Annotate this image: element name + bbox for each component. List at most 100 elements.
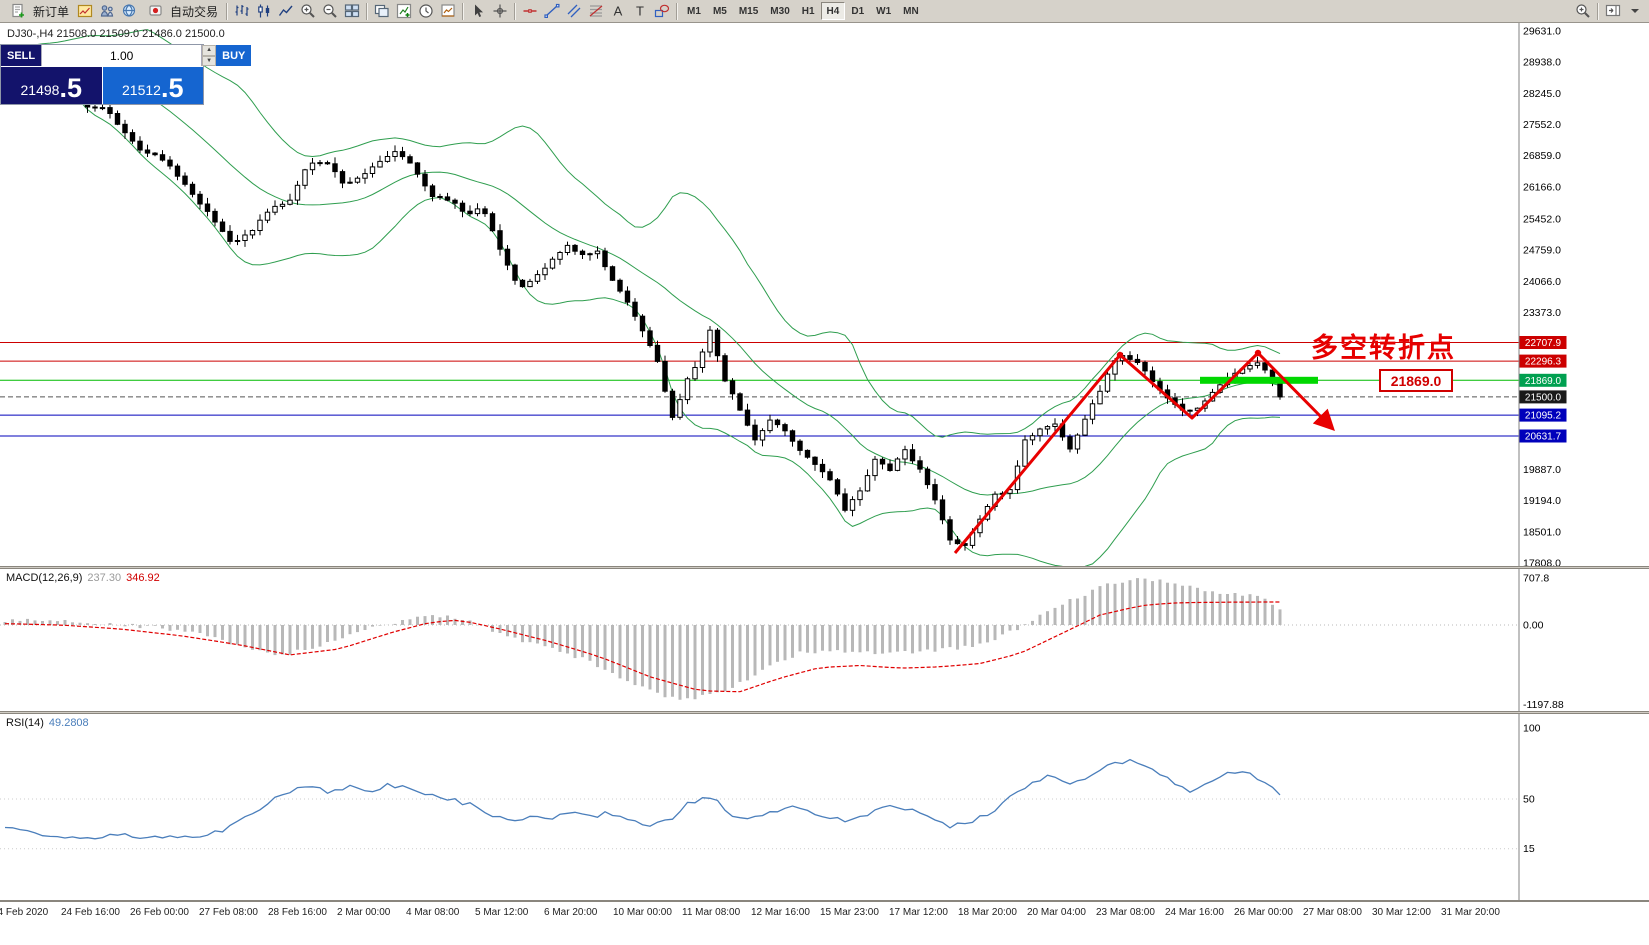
panel-splitter[interactable] [0,566,1649,569]
toolbar-separator [514,2,517,20]
toolbar: 新订单 自动交易 [0,0,1649,23]
new-chart-icon[interactable] [371,2,393,21]
buy-price[interactable]: 21512 .5 [101,67,203,104]
label-icon[interactable]: T [629,2,651,21]
time-axis-label: 12 Mar 16:00 [751,907,810,918]
rsi-name: RSI(14) [6,717,44,729]
time-axis-label: 18 Mar 20:00 [958,907,1017,918]
one-click-trade-panel: SELL ▲ ▼ BUY 21498 .5 21512 .5 [0,44,252,105]
timeframe-MN[interactable]: MN [897,2,925,20]
timeframe-H1[interactable]: H1 [796,2,821,20]
buy-price-frac: .5 [160,72,184,103]
toolbar-separator [676,2,679,20]
main-chart-panel[interactable]: 29631.0 28938.0 28245.0 27552.0 26859.0 26166… [0,23,1649,566]
svg-text:24759.0: 24759.0 [1523,245,1561,257]
macd-main-value: 237.30 [87,572,122,584]
dropdown-icon[interactable] [1624,2,1646,21]
macd-signal-value: 346.92 [126,572,160,584]
macd-panel[interactable]: 707.8 0.00 -1197.88 MACD(12,26,9) 237.30 346… [0,569,1649,711]
panel-splitter[interactable] [0,711,1649,714]
auto-trading-label: 自动交易 [170,4,219,19]
cursor-icon[interactable] [467,2,489,21]
file-toolbar-group: 新订单 自动交易 [3,1,223,21]
sell-button[interactable]: SELL [1,45,42,66]
zoom-in-icon[interactable] [297,2,319,21]
auto-trading-icon [145,2,167,21]
volume-box: ▲ ▼ [41,45,217,66]
bar-chart-icon[interactable] [231,2,253,21]
horizontal-line-icon[interactable] [519,2,541,21]
volume-stepper: ▲ ▼ [202,45,217,66]
svg-text:707.8: 707.8 [1523,573,1549,585]
svg-text:A: A [614,4,623,19]
toolbar-separator [226,2,229,20]
timeframe-M5[interactable]: M5 [707,2,733,20]
turning-point-annotation[interactable]: 多空转折点 [1311,333,1456,363]
buy-button[interactable]: BUY [216,45,252,66]
svg-text:28245.0: 28245.0 [1523,88,1561,100]
chart-shift-icon[interactable] [1602,2,1624,21]
search-plus-icon[interactable] [1572,2,1594,21]
svg-text:0.00: 0.00 [1523,620,1544,632]
sell-price-frac: .5 [59,72,82,103]
chart-type-group [231,2,363,21]
time-axis-label: 30 Mar 12:00 [1372,907,1431,918]
time-axis-label: 20 Mar 04:00 [1027,907,1086,918]
timeframe-M30[interactable]: M30 [764,2,795,20]
timeframe-toolbar: M1 M5 M15 M30 H1 H4 D1 W1 MN [681,2,925,20]
svg-text:-1197.88: -1197.88 [1523,699,1564,711]
zoom-out-icon[interactable] [319,2,341,21]
symbol-ohlc-header: DJ30-,H4 21508.0 21509.0 21486.0 21500.0 [7,28,225,40]
terminal-icon[interactable] [118,2,140,21]
volume-input[interactable] [41,45,203,66]
timeframe-D1[interactable]: D1 [845,2,870,20]
time-axis-label: 23 Mar 08:00 [1096,907,1155,918]
svg-text:20631.7: 20631.7 [1525,432,1562,443]
shapes-icon[interactable] [651,2,673,21]
periods-icon[interactable] [415,2,437,21]
new-order-icon [8,2,30,21]
tile-windows-icon[interactable] [341,2,363,21]
time-axis-label: 26 Feb 00:00 [130,907,189,918]
channel-icon[interactable] [563,2,585,21]
timeframe-M15[interactable]: M15 [733,2,764,20]
pointer-group [467,2,511,21]
auto-trading-button[interactable]: 自动交易 [140,1,223,21]
svg-text:T: T [636,4,644,19]
volume-down-icon[interactable]: ▼ [202,55,217,66]
rsi-value: 49.2808 [48,717,89,729]
timeframe-H4[interactable]: H4 [820,2,846,20]
time-axis-label: 27 Feb 08:00 [199,907,258,918]
sell-price-main: 21498 [20,82,60,98]
trendline-icon[interactable] [541,2,563,21]
chart-tools-group [371,2,459,21]
time-axis-label: 5 Mar 12:00 [475,907,529,918]
new-order-button[interactable]: 新订单 [3,1,74,21]
sell-price[interactable]: 21498 .5 [1,67,102,104]
market-watch-icon[interactable] [74,2,96,21]
level-price-label[interactable]: 21869.0 [1379,369,1453,392]
time-axis-label: 17 Mar 12:00 [889,907,948,918]
rsi-panel[interactable]: 100 50 15 RSI(14) 49.2808 [0,714,1649,900]
svg-text:24066.0: 24066.0 [1523,276,1561,288]
svg-text:21869.0: 21869.0 [1525,376,1562,387]
toolbar-separator [462,2,465,20]
time-axis-label: 24 Feb 16:00 [61,907,120,918]
text-icon[interactable]: A [607,2,629,21]
crosshair-icon[interactable] [489,2,511,21]
fibonacci-icon[interactable] [585,2,607,21]
navigator-icon[interactable] [96,2,118,21]
svg-text:27552.0: 27552.0 [1523,119,1561,131]
time-axis[interactable]: 24 Feb 2020 24 Feb 16:00 26 Feb 00:00 27 Fe… [0,902,1649,945]
svg-text:19194.0: 19194.0 [1523,495,1561,507]
candlestick-icon[interactable] [253,2,275,21]
svg-text:22296.3: 22296.3 [1525,357,1562,368]
volume-up-icon[interactable]: ▲ [202,45,217,56]
timeframe-W1[interactable]: W1 [870,2,897,20]
templates-icon[interactable] [437,2,459,21]
timeframe-M1[interactable]: M1 [681,2,707,20]
indicators-icon[interactable] [393,2,415,21]
svg-text:28938.0: 28938.0 [1523,57,1561,69]
line-chart-icon[interactable] [275,2,297,21]
macd-name: MACD(12,26,9) [6,572,83,584]
